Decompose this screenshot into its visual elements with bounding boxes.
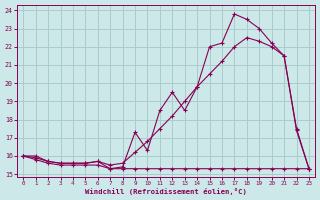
X-axis label: Windchill (Refroidissement éolien,°C): Windchill (Refroidissement éolien,°C): [85, 188, 247, 195]
